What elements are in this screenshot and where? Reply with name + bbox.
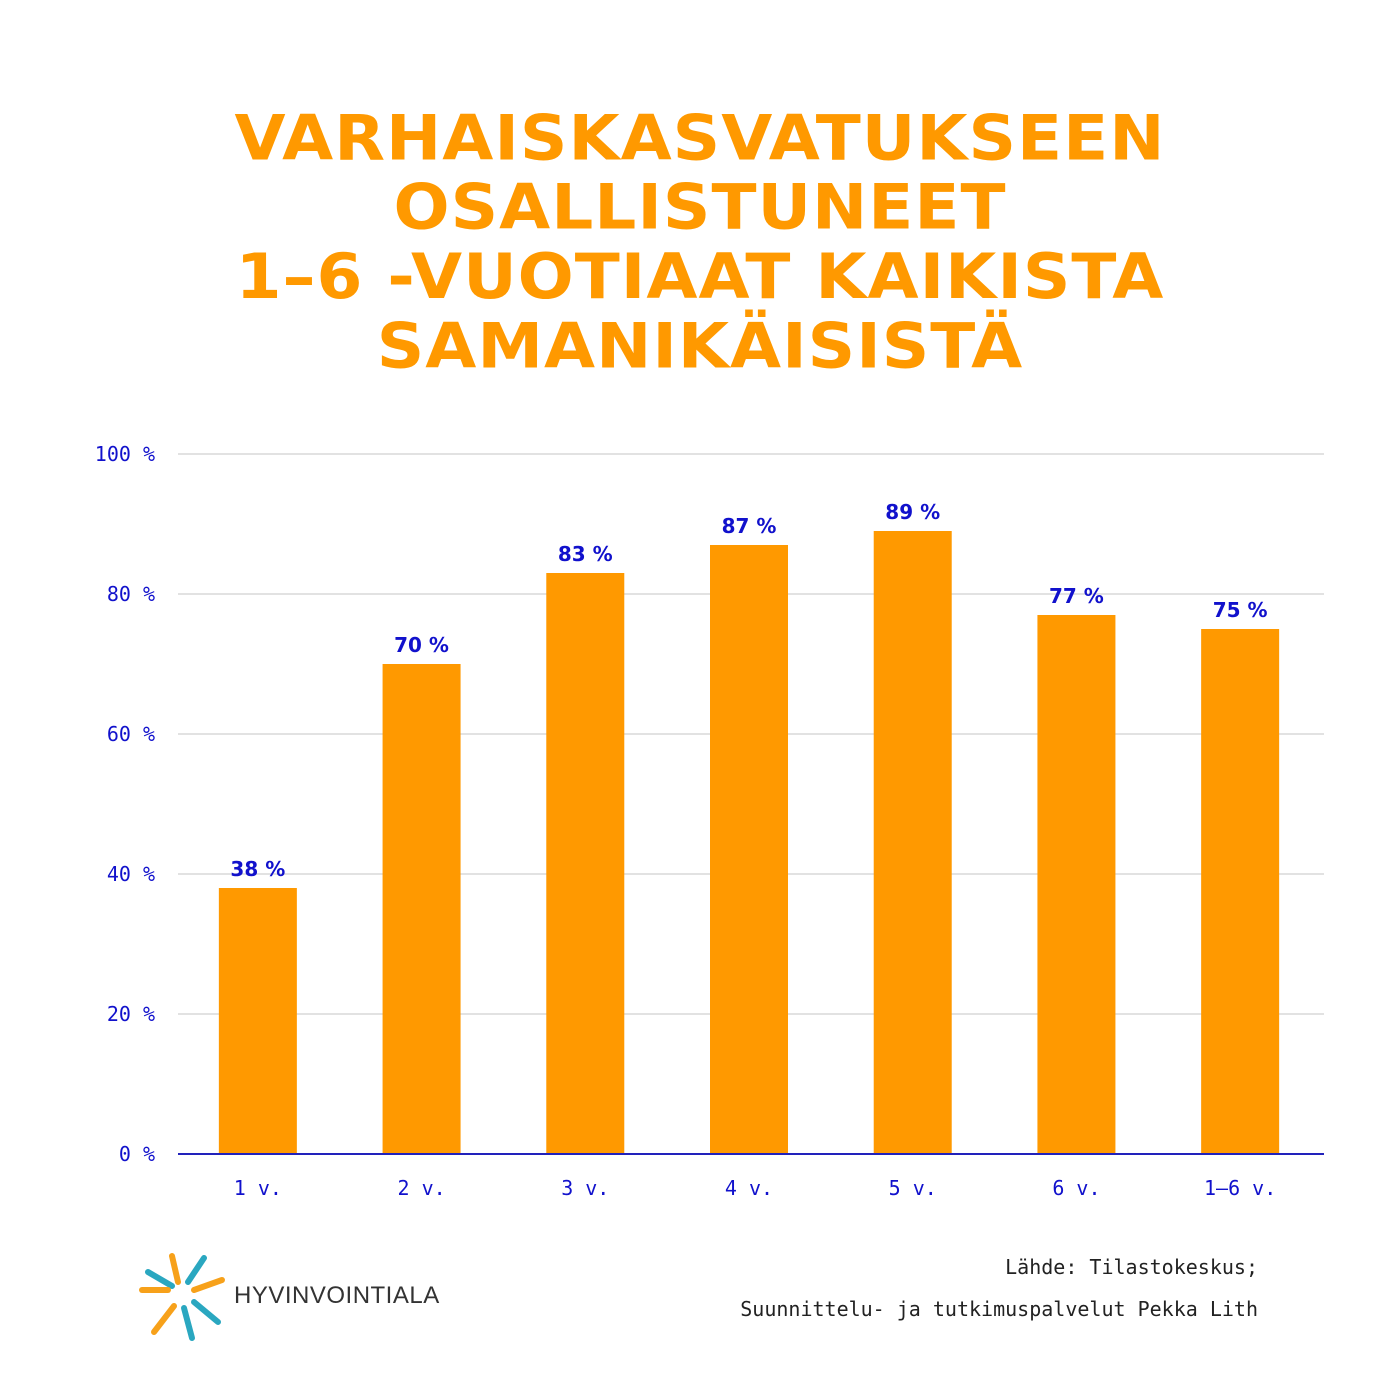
title-line-2: OSALLISTUNEET	[393, 170, 1007, 244]
source-line-2: Suunnittelu- ja tutkimuspalvelut Pekka L…	[740, 1297, 1258, 1321]
chart-title: VARHAISKASVATUKSEEN OSALLISTUNEET 1–6 -V…	[0, 103, 1400, 380]
bar-value-label: 83 %	[558, 542, 613, 566]
hyvinvointiala-logo: HYVINVOINTIALA	[138, 1252, 458, 1342]
bar	[873, 531, 952, 1154]
x-tick-label: 6 v.	[1052, 1176, 1100, 1200]
bar	[382, 664, 461, 1154]
x-tick-label: 3 v.	[561, 1176, 609, 1200]
x-tick-label: 2 v.	[397, 1176, 445, 1200]
bar-value-label: 38 %	[230, 857, 285, 881]
y-tick-label: 0 %	[119, 1142, 155, 1166]
title-line-4: SAMANIKÄISISTÄ	[376, 309, 1024, 383]
title-line-3: 1–6 -VUOTIAAT KAIKISTA	[235, 240, 1165, 314]
bar-value-label: 70 %	[394, 633, 449, 657]
starburst-logo-icon	[139, 1253, 225, 1341]
bar-value-label: 77 %	[1049, 584, 1104, 608]
bar-value-label: 75 %	[1213, 598, 1268, 622]
y-tick-label: 80 %	[107, 582, 155, 606]
x-tick-label: 4 v.	[725, 1176, 773, 1200]
y-tick-label: 40 %	[107, 862, 155, 886]
bar	[1037, 615, 1116, 1154]
bar-chart: 0 % 20 % 40 % 60 % 80 % 100 % 38 % 1 v. 70 % 2 v.…	[95, 442, 1324, 1200]
bar-value-label: 89 %	[885, 500, 940, 524]
bar-value-label: 87 %	[722, 514, 777, 538]
x-tick-label: 1–6 v.	[1204, 1176, 1276, 1200]
logo-wordmark: HYVINVOINTIALA	[234, 1282, 440, 1309]
bar	[710, 545, 788, 1154]
bar	[1201, 629, 1280, 1154]
bar	[546, 573, 625, 1154]
source-note: Lähde: Tilastokeskus; Suunnittelu- ja tu…	[740, 1246, 1258, 1330]
bar	[218, 888, 297, 1154]
title-line-1: VARHAISKASVATUKSEEN	[234, 101, 1166, 175]
y-tick-label: 60 %	[107, 722, 155, 746]
source-line-1: Lähde: Tilastokeskus;	[1005, 1255, 1258, 1279]
y-tick-label: 100 %	[95, 442, 155, 466]
x-tick-label: 5 v.	[889, 1176, 937, 1200]
y-tick-label: 20 %	[107, 1002, 155, 1026]
x-tick-label: 1 v.	[234, 1176, 282, 1200]
